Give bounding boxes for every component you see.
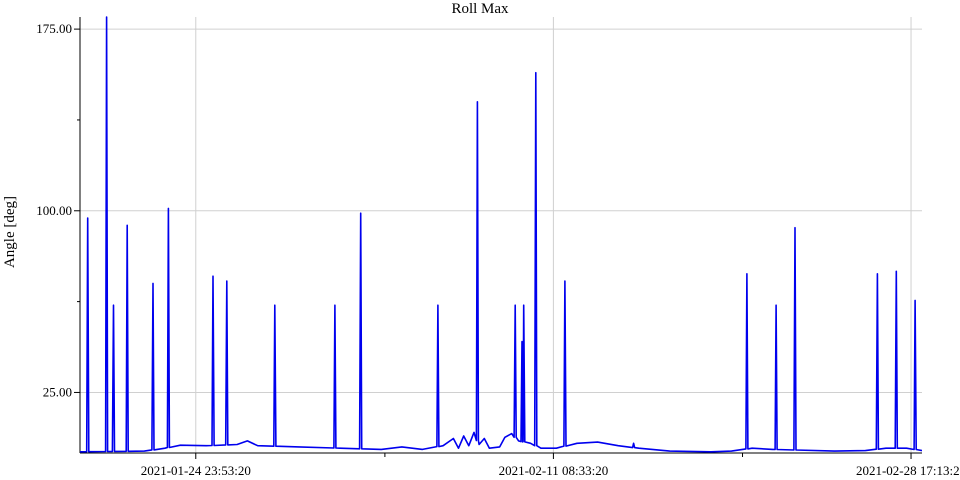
plot-area: [80, 16, 922, 453]
y-axis-label: Angle [deg]: [2, 196, 18, 268]
x-tick-label: 2021-01-24 23:53:20: [141, 463, 251, 478]
chart-title: Roll Max: [451, 1, 509, 17]
grid-lines: [80, 17, 922, 453]
tick-labels: 25.00 100.00 175.00 2021-01-24 23:53:20 2021…: [36, 21, 960, 478]
y-tick-label: 25.00: [43, 384, 72, 399]
series-line: [80, 16, 922, 453]
x-tick-label: 2021-02-11 08:33:20: [499, 463, 609, 478]
axes: [74, 17, 922, 459]
y-tick-label: 175.00: [36, 21, 72, 36]
x-tick-label: 2021-02-28 17:13:20: [856, 463, 960, 478]
y-tick-label: 100.00: [36, 203, 72, 218]
